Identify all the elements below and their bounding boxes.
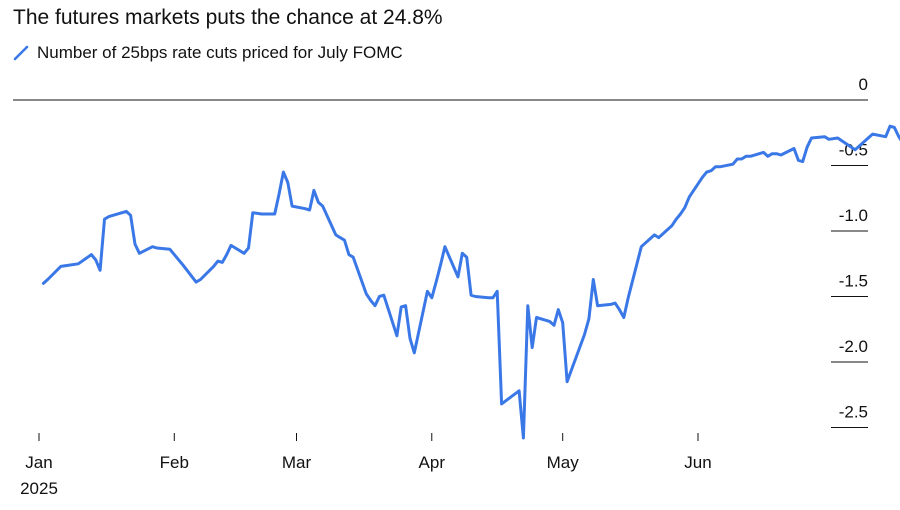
y-axis: 0-0.5-1.0-1.5-2.0-2.5	[13, 75, 868, 429]
y-tick-label: -2.5	[839, 403, 868, 422]
chart-title: The futures markets puts the chance at 2…	[13, 6, 443, 29]
y-tick-label: -1.0	[839, 206, 868, 225]
x-tick-label: Jun	[684, 453, 711, 472]
x-tick-label: Jan	[25, 453, 52, 472]
legend-label: Number of 25bps rate cuts priced for Jul…	[37, 43, 403, 62]
x-tick-sublabel: 2025	[20, 479, 58, 498]
legend-swatch-icon	[13, 45, 29, 61]
x-tick-label: Feb	[160, 453, 189, 472]
y-tick-label: -1.5	[839, 272, 868, 291]
x-tick-label: May	[547, 453, 580, 472]
series-line	[41, 124, 900, 440]
x-tick-label: Apr	[419, 453, 446, 472]
x-axis: Jan 2025 Feb Mar Apr May Jun	[20, 433, 712, 498]
legend: Number of 25bps rate cuts priced for Jul…	[13, 43, 403, 63]
x-tick-label: Mar	[282, 453, 312, 472]
y-tick-label: -2.0	[839, 337, 868, 356]
y-tick-label: 0	[859, 75, 868, 94]
series-layer	[41, 124, 900, 440]
